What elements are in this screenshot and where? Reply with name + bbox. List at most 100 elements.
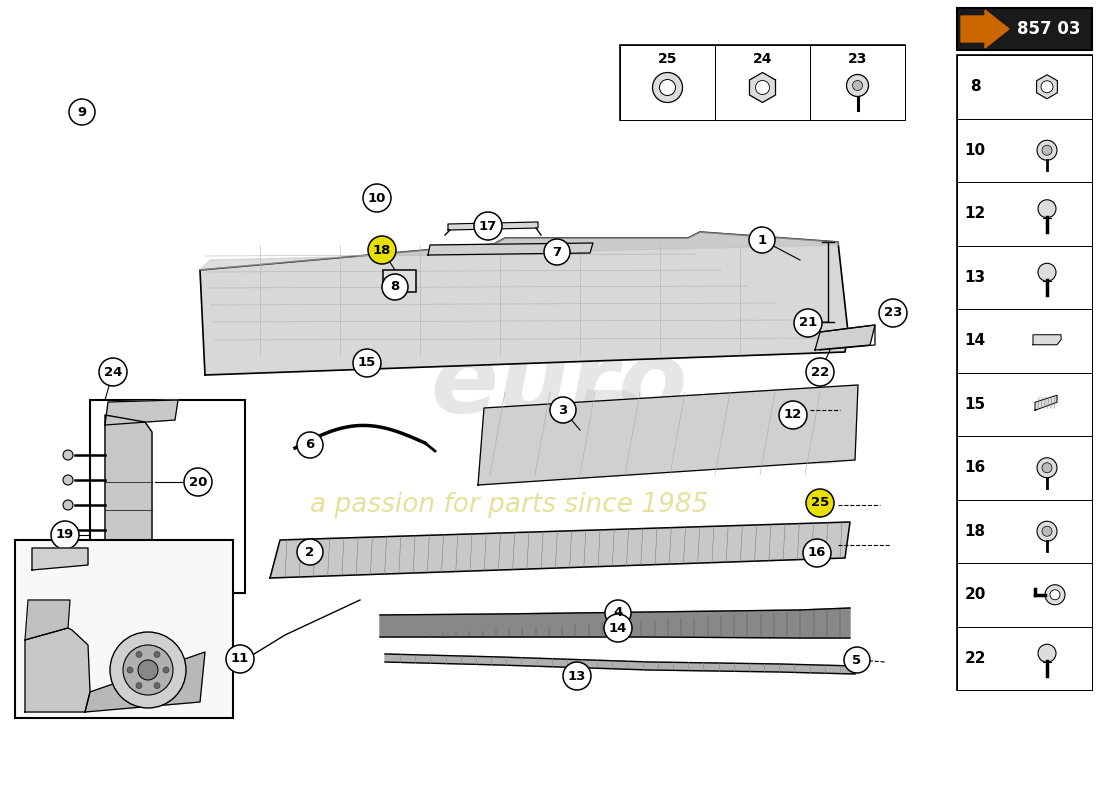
Circle shape — [879, 299, 908, 327]
Text: 15: 15 — [965, 397, 986, 412]
Text: 23: 23 — [883, 306, 902, 319]
Bar — [957, 626, 1092, 690]
Text: 7: 7 — [552, 246, 562, 258]
Circle shape — [844, 647, 870, 673]
Bar — [957, 563, 1092, 626]
Polygon shape — [104, 415, 152, 575]
Circle shape — [1038, 200, 1056, 218]
Circle shape — [660, 79, 675, 95]
Text: 16: 16 — [965, 460, 986, 475]
Text: 10: 10 — [367, 191, 386, 205]
Bar — [957, 373, 1092, 436]
Bar — [90, 400, 245, 593]
Circle shape — [110, 632, 186, 708]
Text: 9: 9 — [77, 106, 87, 118]
Polygon shape — [385, 654, 855, 674]
Circle shape — [1038, 263, 1056, 282]
Circle shape — [126, 667, 133, 673]
Circle shape — [63, 525, 73, 535]
Text: 4: 4 — [614, 606, 623, 619]
Polygon shape — [205, 631, 214, 700]
Text: 19: 19 — [45, 585, 65, 599]
Polygon shape — [815, 325, 875, 350]
Circle shape — [136, 651, 142, 658]
Bar — [957, 118, 1092, 182]
Text: 5: 5 — [852, 654, 861, 666]
Text: 2: 2 — [306, 546, 315, 558]
Text: 23: 23 — [848, 52, 867, 66]
Text: 20: 20 — [965, 587, 986, 602]
Polygon shape — [428, 243, 593, 255]
Text: 24: 24 — [103, 366, 122, 378]
Circle shape — [806, 489, 834, 517]
Circle shape — [563, 662, 591, 690]
Circle shape — [163, 667, 169, 673]
Circle shape — [1050, 590, 1060, 600]
Text: 19: 19 — [56, 529, 74, 542]
Text: 8: 8 — [970, 79, 980, 94]
Text: 12: 12 — [965, 206, 986, 222]
Circle shape — [51, 521, 79, 549]
Circle shape — [1042, 146, 1052, 155]
Text: 15: 15 — [358, 357, 376, 370]
Bar — [715, 45, 810, 120]
Polygon shape — [961, 10, 1009, 48]
Bar — [957, 182, 1092, 246]
Circle shape — [652, 73, 682, 102]
Text: 22: 22 — [965, 650, 986, 666]
Polygon shape — [749, 73, 775, 102]
Polygon shape — [200, 232, 848, 375]
Circle shape — [847, 74, 869, 97]
Circle shape — [63, 500, 73, 510]
Bar — [957, 55, 1092, 690]
Text: 10: 10 — [965, 142, 986, 158]
Circle shape — [63, 450, 73, 460]
Text: 14: 14 — [608, 622, 627, 634]
Circle shape — [363, 184, 390, 212]
Text: Parts: Parts — [570, 386, 861, 483]
Circle shape — [382, 274, 408, 300]
Text: 14: 14 — [965, 334, 986, 348]
Circle shape — [1037, 140, 1057, 160]
Circle shape — [803, 539, 830, 567]
Bar — [957, 8, 1092, 50]
Circle shape — [1042, 462, 1052, 473]
Polygon shape — [32, 548, 88, 570]
Text: 16: 16 — [807, 546, 826, 559]
Circle shape — [297, 539, 323, 565]
Bar — [810, 45, 905, 120]
Text: 20: 20 — [189, 475, 207, 489]
Circle shape — [756, 81, 770, 94]
Circle shape — [852, 81, 862, 90]
Text: 25: 25 — [658, 52, 678, 66]
Bar — [108, 622, 228, 718]
Circle shape — [474, 212, 502, 240]
Polygon shape — [85, 652, 205, 712]
Circle shape — [779, 401, 807, 429]
Bar — [383, 270, 416, 292]
Circle shape — [368, 236, 396, 264]
Circle shape — [154, 651, 160, 658]
Circle shape — [1045, 585, 1065, 605]
Polygon shape — [25, 628, 90, 712]
Bar — [620, 45, 715, 120]
Circle shape — [63, 550, 73, 560]
Text: a passion for parts since 1985: a passion for parts since 1985 — [310, 492, 708, 518]
Text: 6: 6 — [306, 438, 315, 451]
Circle shape — [99, 358, 127, 386]
Circle shape — [226, 645, 254, 673]
Circle shape — [63, 475, 73, 485]
Bar — [620, 45, 905, 120]
Text: 18: 18 — [373, 243, 392, 257]
Circle shape — [353, 349, 381, 377]
Text: 12: 12 — [784, 409, 802, 422]
Circle shape — [297, 432, 323, 458]
Text: 25: 25 — [811, 497, 829, 510]
Circle shape — [794, 309, 822, 337]
Bar — [15, 540, 233, 718]
Polygon shape — [379, 608, 850, 638]
Circle shape — [69, 99, 95, 125]
Text: 1: 1 — [758, 234, 767, 246]
Text: 17: 17 — [478, 219, 497, 233]
Circle shape — [1041, 81, 1053, 93]
